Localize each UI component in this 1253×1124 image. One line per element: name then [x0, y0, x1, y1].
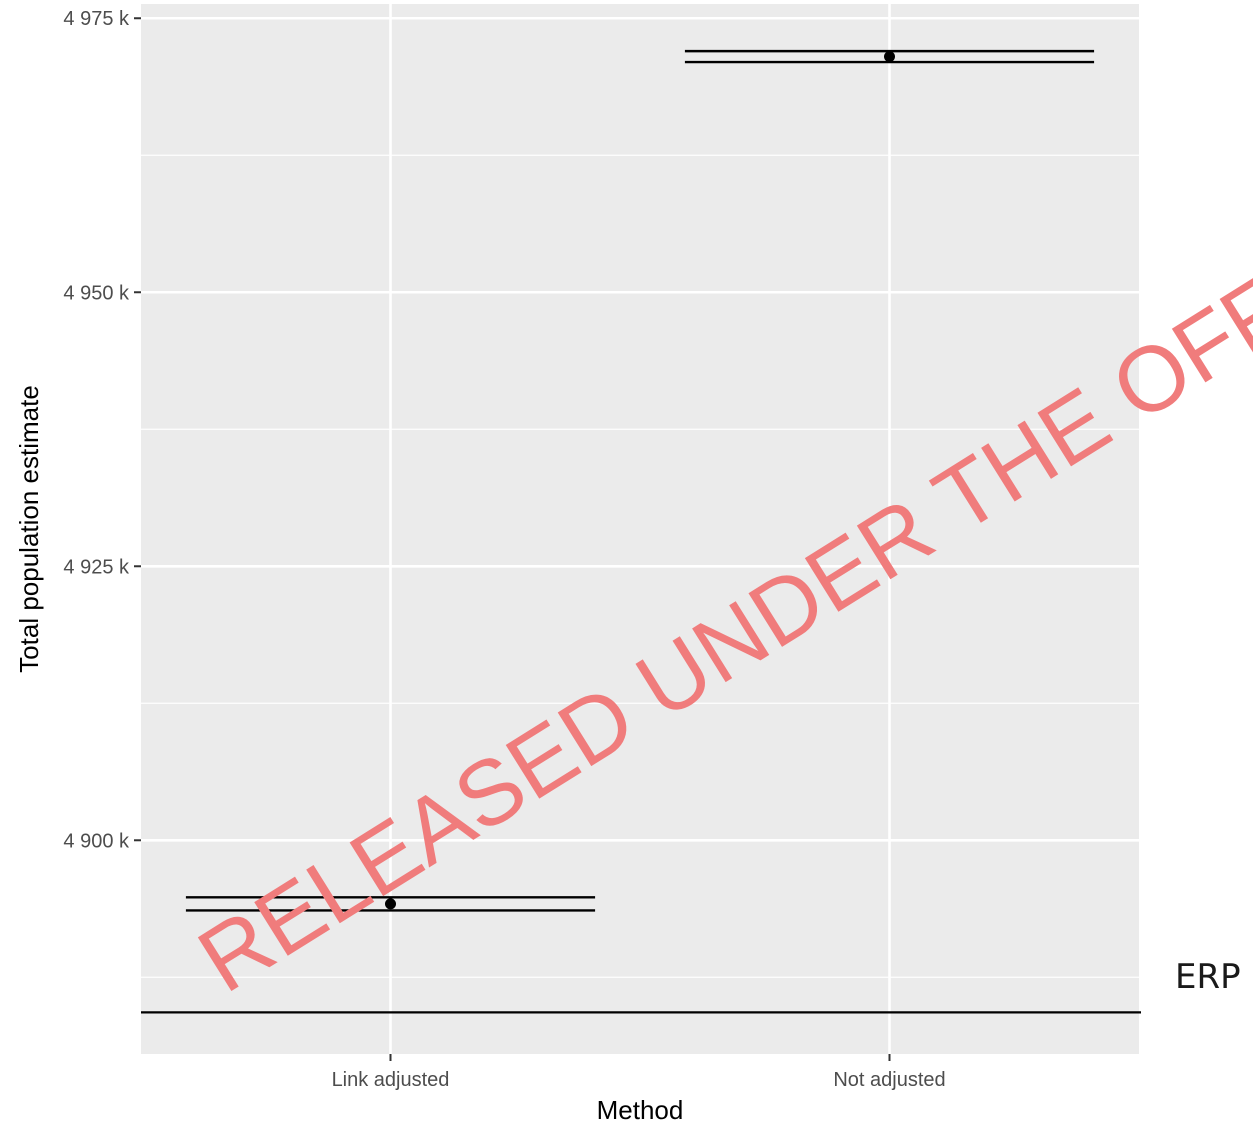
x-axis: Link adjusted Not adjusted: [332, 1054, 946, 1091]
estimate-point: [385, 898, 396, 910]
y-tick-label: 4 925 k: [63, 556, 130, 578]
plot-panel: [141, 4, 1139, 1054]
major-gridlines: [141, 4, 1139, 1054]
data-marks: [185, 49, 1095, 912]
minor-gridlines: [141, 154, 1139, 978]
y-tick-label: 4 950 k: [63, 282, 130, 304]
erp-label: ERP: [1175, 957, 1241, 997]
x-axis-title: Method: [597, 1095, 684, 1124]
y-tick-label: 4 900 k: [63, 830, 130, 852]
y-axis: 4 900 k 4 925 k 4 950 k 4 975 k: [63, 8, 141, 852]
y-axis-title: Total population estimate: [14, 385, 44, 673]
x-tick-label: Not adjusted: [833, 1069, 945, 1091]
estimate-point: [884, 51, 895, 63]
y-tick-label: 4 975 k: [63, 8, 130, 30]
x-tick-label: Link adjusted: [332, 1069, 450, 1091]
